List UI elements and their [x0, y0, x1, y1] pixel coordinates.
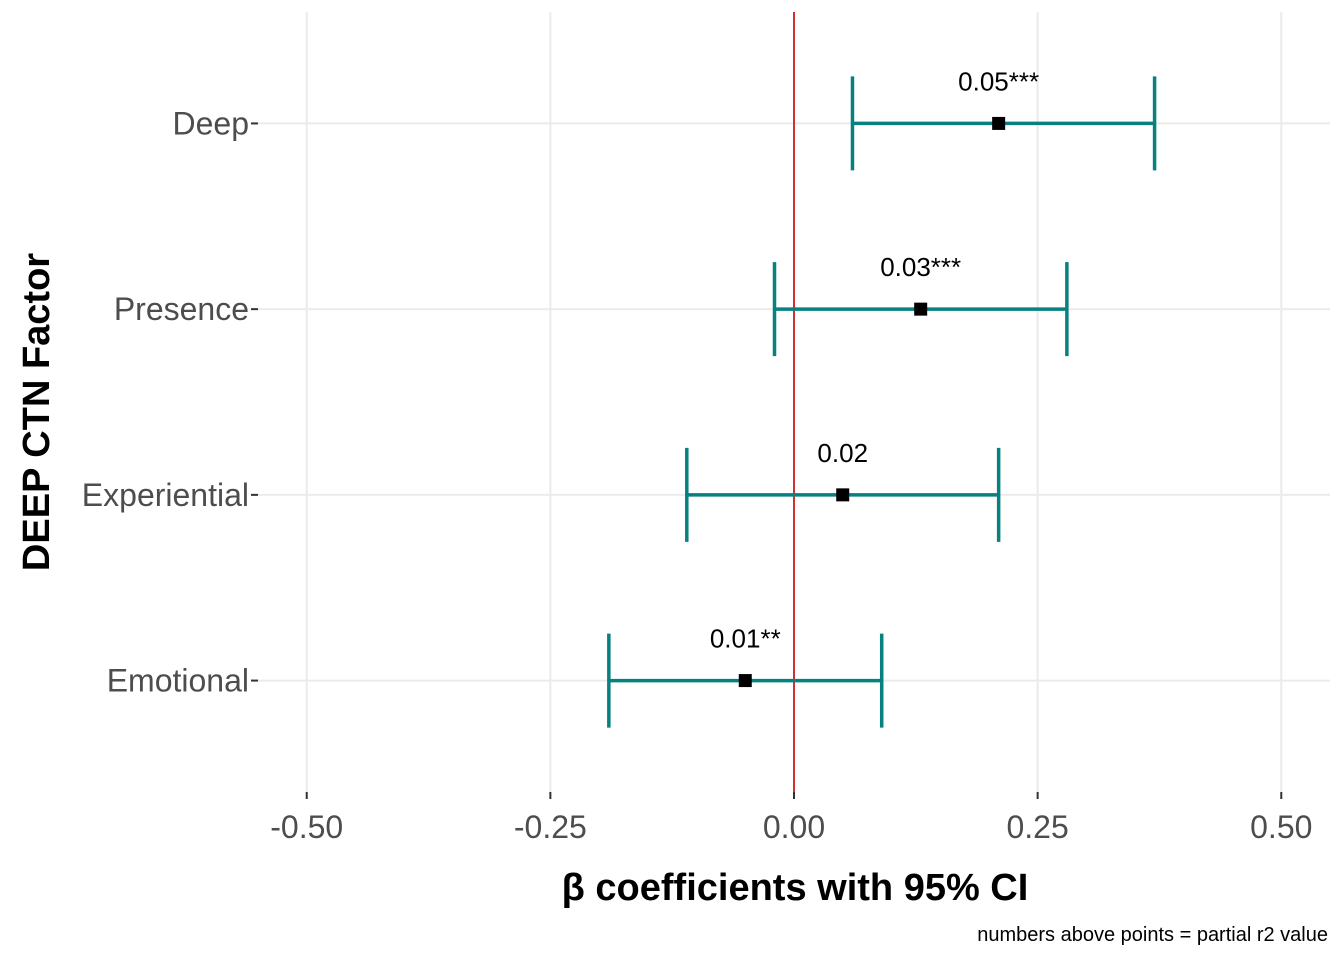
point-marker [992, 116, 1006, 130]
point-label: 0.02 [817, 438, 868, 468]
point-marker [836, 488, 850, 502]
y-tick-label: Presence [114, 291, 249, 327]
x-tick-label: 0.00 [763, 809, 825, 845]
coefficient-experiential: 0.02 [685, 438, 1001, 542]
chart-caption: numbers above points = partial r2 value [977, 924, 1328, 946]
x-axis: -0.50 -0.25 0.00 0.25 0.50 [270, 792, 1312, 845]
x-tick-label: 0.25 [1006, 809, 1068, 845]
y-tick-label: Emotional [107, 663, 249, 699]
y-tick-label: Deep [173, 105, 250, 141]
point-label: 0.01** [710, 624, 781, 654]
coefficient-emotional: 0.01** [607, 624, 884, 728]
point-label: 0.03*** [880, 252, 961, 282]
point-label: 0.05*** [958, 66, 1039, 96]
coefficient-presence: 0.03*** [772, 252, 1069, 357]
x-tick-label: -0.25 [514, 809, 587, 845]
y-tick-label: Experiential [82, 477, 249, 513]
coefficient-deep: 0.05*** [850, 66, 1157, 171]
x-tick-label: -0.50 [270, 809, 343, 845]
y-axis-title: DEEP CTN Factor [16, 253, 58, 571]
y-axis: Deep Presence Experiential Emotional [82, 105, 258, 699]
coefficient-series: 0.05*** 0.03*** 0.02 0.01** [607, 66, 1157, 728]
x-tick-label: 0.50 [1250, 809, 1312, 845]
point-marker [738, 674, 752, 688]
x-axis-title: β coefficients with 95% CI [562, 867, 1029, 909]
point-marker [914, 302, 928, 316]
